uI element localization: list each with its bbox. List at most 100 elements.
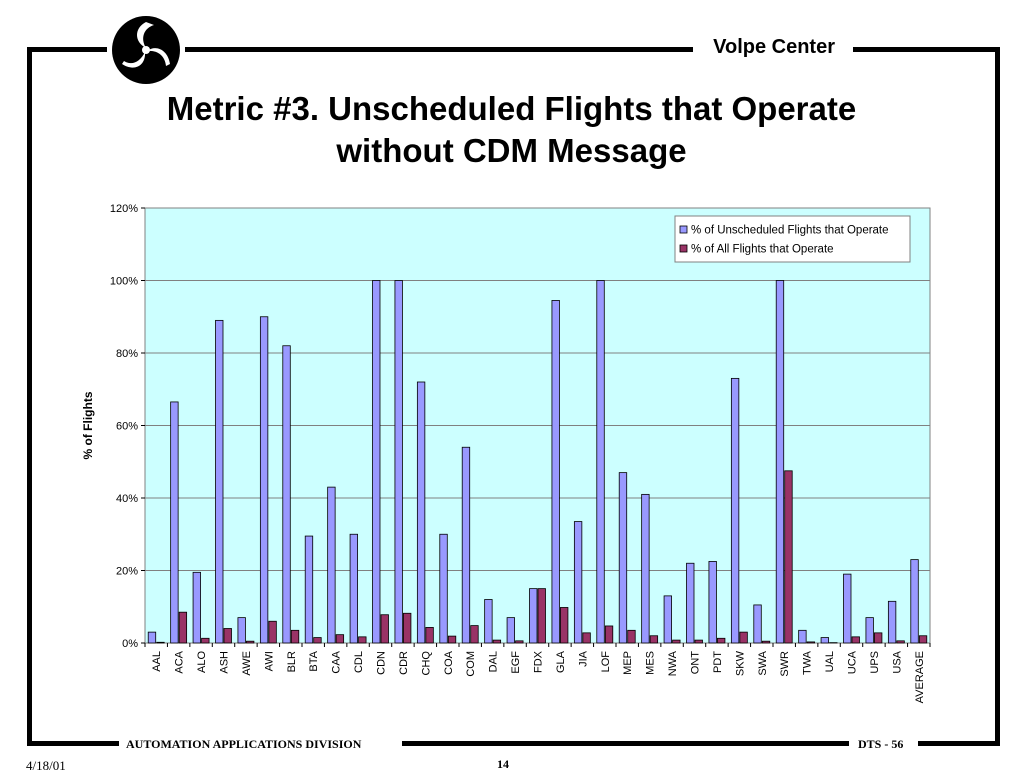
bar-unscheduled-dal — [484, 599, 493, 644]
bar-all-swa — [761, 640, 771, 644]
y-tick-label: 0% — [122, 638, 138, 650]
x-tick-label: UPS — [869, 651, 881, 674]
frame-top-left — [27, 47, 107, 52]
y-tick-label: 80% — [116, 348, 138, 360]
bar-all-blr — [290, 629, 300, 644]
bar-all-mes — [649, 635, 659, 644]
dot-triskelion-logo-icon — [112, 16, 180, 84]
x-tick-label: SWR — [779, 651, 791, 677]
bar-unscheduled-gla — [551, 300, 560, 644]
bar-unscheduled-lof — [596, 280, 605, 644]
bar-all-skw — [739, 631, 748, 644]
bar-all-dal — [492, 639, 502, 644]
bar-all-bta — [313, 637, 322, 644]
x-tick-label: CAA — [331, 650, 343, 673]
bar-unscheduled-swr — [775, 280, 785, 644]
bar-all-ups — [874, 632, 883, 644]
bar-unscheduled-mes — [641, 493, 650, 644]
x-tick-label: UAL — [824, 651, 836, 672]
bar-all-cdn — [380, 614, 389, 644]
footer-date: 4/18/01 — [26, 758, 66, 773]
x-tick-label: FDX — [533, 650, 545, 673]
x-tick-label: ASH — [219, 651, 231, 674]
frame-bottom-right — [918, 741, 1000, 746]
y-axis-label: % of Flights — [81, 391, 95, 459]
bar-all-fdx — [537, 588, 546, 644]
slide-title: Metric #3. Unscheduled Flights that Oper… — [60, 88, 963, 172]
x-tick-label: USA — [891, 650, 903, 673]
bar-unscheduled-caa — [327, 486, 336, 644]
title-line-1: Metric #3. Unscheduled Flights that Oper… — [166, 90, 857, 127]
x-tick-label: SWA — [757, 650, 769, 675]
legend-swatch — [679, 225, 688, 234]
legend-box — [674, 215, 911, 263]
bar-unscheduled-swa — [753, 604, 762, 644]
bar-unscheduled-blr — [282, 345, 291, 644]
bar-unscheduled-mep — [618, 472, 628, 644]
bar-all-cdl — [358, 636, 367, 644]
bar-all-twa — [806, 641, 816, 644]
bar-all-awe — [246, 640, 255, 644]
title-line-2: without CDM Message — [336, 132, 687, 169]
bar-all-alo — [201, 637, 210, 644]
bar-all-gla — [560, 607, 569, 644]
y-tick-label: 100% — [110, 276, 138, 288]
x-tick-label: ONT — [690, 651, 702, 675]
legend-label: % of All Flights that Operate — [691, 244, 834, 256]
x-tick-label: CDL — [353, 651, 365, 673]
bar-unscheduled-usa — [887, 600, 897, 644]
bar-unscheduled-bta — [304, 535, 314, 644]
bar-all-usa — [896, 640, 905, 644]
bar-unscheduled-coa — [439, 533, 448, 644]
bar-all-jia — [582, 632, 591, 644]
bar-all-caa — [335, 634, 345, 644]
bar-all-swr — [784, 470, 793, 644]
x-tick-label: NWA — [667, 650, 679, 676]
bar-all-mep — [627, 629, 636, 644]
bar-unscheduled-ups — [865, 617, 874, 644]
x-tick-label: AVERAGE — [914, 651, 926, 703]
page-number: 14 — [497, 757, 509, 771]
bar-unscheduled-egf — [506, 617, 515, 644]
frame-bottom-middle — [402, 741, 849, 746]
x-tick-label: PDT — [712, 651, 724, 673]
y-tick-label: 40% — [116, 493, 138, 505]
bar-all-ash — [223, 628, 232, 644]
bar-unscheduled-uca — [843, 573, 852, 644]
bar-unscheduled-fdx — [529, 588, 538, 644]
bar-unscheduled-ont — [686, 562, 695, 644]
bar-all-aca — [178, 611, 188, 644]
frame-left — [27, 47, 32, 746]
bar-all-lof — [604, 625, 614, 644]
bar-unscheduled-aal — [147, 631, 157, 644]
frame-right — [995, 47, 1000, 746]
x-tick-label: ALO — [196, 651, 208, 673]
bar-chart: 0% 20% 40% 60% 80% 100% 120% % of Flights AAL ACA… — [81, 203, 931, 703]
bar-all-cdr — [403, 612, 412, 644]
x-tick-label: CHQ — [420, 651, 432, 676]
x-tick-label: BTA — [308, 650, 320, 671]
x-tick-label: AAL — [151, 651, 163, 672]
bar-unscheduled-com — [461, 446, 471, 644]
bar-unscheduled-chq — [416, 381, 426, 644]
x-tick-label: GLA — [555, 650, 567, 673]
x-tick-label: BLR — [286, 651, 298, 672]
x-tick-label: JIA — [577, 650, 589, 667]
bar-all-pdt — [717, 637, 726, 644]
x-tick-label: UCA — [847, 650, 859, 674]
bar-unscheduled-nwa — [663, 595, 672, 644]
x-tick-label: CDR — [398, 651, 410, 675]
legend-swatch — [679, 244, 688, 253]
bar-all-egf — [515, 640, 524, 644]
x-tick-label: AWE — [241, 651, 253, 676]
frame-bottom-left — [27, 741, 119, 746]
frame-top-middle — [185, 47, 693, 52]
bar-unscheduled-jia — [573, 521, 583, 644]
bar-all-ont — [694, 639, 703, 644]
frame-top-right — [853, 47, 1000, 52]
bar-unscheduled-cdl — [349, 533, 358, 644]
x-tick-label: MEP — [622, 651, 634, 675]
bar-all-com — [470, 625, 479, 644]
footer-division: AUTOMATION APPLICATIONS DIVISION — [122, 737, 366, 752]
x-tick-label: DAL — [488, 651, 500, 672]
